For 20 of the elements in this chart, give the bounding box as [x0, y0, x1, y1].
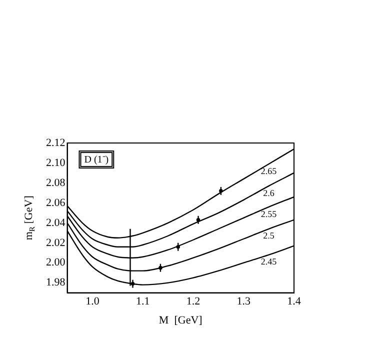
- y-tick-label: 2.12: [46, 136, 66, 149]
- y-tick-label: 2.02: [46, 236, 66, 249]
- x-tick-label: 1.2: [186, 295, 200, 308]
- series-label: 2.45: [260, 256, 278, 267]
- y-tick-label: 2.00: [46, 256, 66, 269]
- series-label: 2.55: [260, 208, 278, 219]
- y-tick-label: 2.10: [46, 156, 66, 169]
- series-label: 2.6: [263, 188, 275, 198]
- annotation: D (1⁻): [84, 154, 109, 166]
- x-tick-label: 1.0: [86, 295, 100, 308]
- x-axis-title: M [GeV]: [158, 314, 202, 327]
- x-tick-label: 1.4: [287, 295, 302, 308]
- y-tick-label: 2.08: [46, 176, 66, 189]
- x-tick-label: 1.3: [236, 295, 251, 308]
- y-tick-label: 2.06: [46, 196, 66, 209]
- series-label: 2.5: [263, 230, 275, 241]
- y-tick-label: 1.98: [46, 276, 66, 289]
- y-tick-label: 2.04: [46, 216, 66, 229]
- series-label: 2.65: [260, 166, 278, 176]
- x-tick-label: 1.1: [136, 295, 150, 308]
